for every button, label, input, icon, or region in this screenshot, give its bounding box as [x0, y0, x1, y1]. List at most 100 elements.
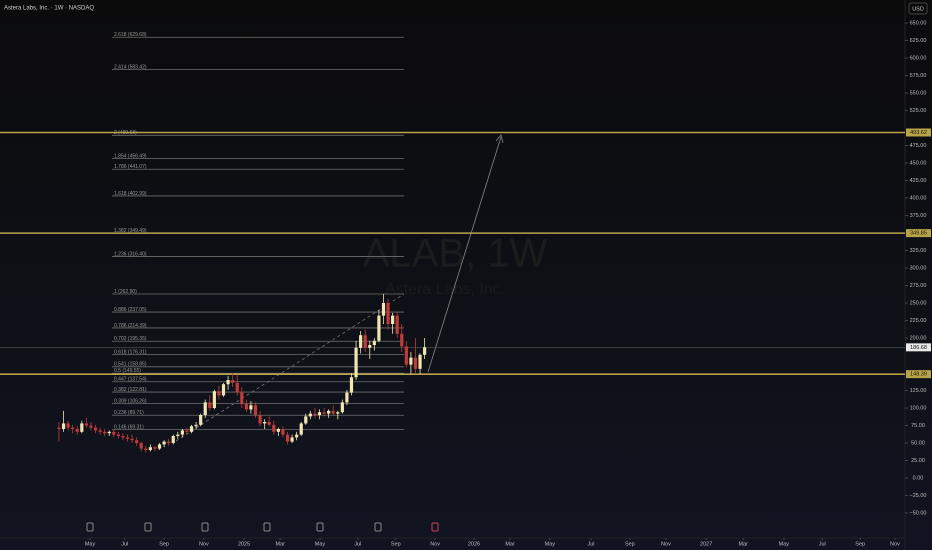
x-tick-label: Sep	[391, 541, 401, 547]
candle-body	[317, 412, 322, 416]
candle-body	[66, 423, 70, 428]
fib-label: 0.146 (69.31)	[114, 424, 144, 430]
y-tick-label: 25.00	[911, 458, 925, 464]
watermark-subtitle: Astera Labs, Inc.	[385, 281, 505, 298]
candle-body	[167, 441, 171, 444]
x-tick-label: Nov	[890, 541, 900, 547]
price-tag-label: 148.39	[910, 372, 927, 378]
y-tick-label: 550.00	[910, 90, 927, 96]
candle-body	[121, 436, 125, 438]
last-price-label: 186.68	[910, 345, 927, 351]
candle-body	[212, 391, 216, 409]
y-tick-label: 75.00	[911, 423, 925, 429]
candle-body	[276, 429, 280, 432]
candle-body	[391, 315, 395, 325]
candle-body	[144, 448, 148, 451]
candle-body	[285, 434, 290, 442]
candle-body	[313, 413, 317, 416]
candle-body	[61, 423, 66, 430]
projection-arrow	[427, 136, 502, 373]
candle-body	[340, 402, 344, 413]
last-price-tag	[906, 343, 931, 352]
x-tick-label: Mar	[505, 541, 515, 547]
fib-label: 0.541 (158.85)	[114, 362, 147, 368]
x-tick-label: Mar	[275, 541, 285, 547]
candle-body	[57, 427, 61, 430]
candle-body	[171, 436, 175, 444]
candle-body	[217, 391, 221, 396]
event-marker	[86, 522, 94, 532]
fib-label: 1.236 (316.40)	[114, 251, 147, 257]
candle-body	[263, 422, 267, 424]
candle-body	[244, 403, 248, 410]
candle-body	[281, 429, 285, 435]
fib-label: 2.618 (629.68)	[114, 32, 147, 38]
candle-body	[112, 431, 116, 435]
x-tick-label: Sep	[625, 541, 635, 547]
y-tick-label: 100.00	[910, 405, 927, 411]
y-tick-label: 600.00	[910, 55, 927, 61]
candle-body	[413, 357, 418, 369]
candle-body	[194, 424, 198, 427]
candle-body	[290, 437, 294, 442]
x-tick-label: 2025	[238, 541, 250, 547]
candle-body	[157, 444, 162, 449]
candle-body	[253, 405, 258, 416]
candle-body	[240, 392, 244, 404]
x-tick-label: Sep	[855, 541, 865, 547]
candle-body	[71, 427, 75, 430]
currency: USD	[912, 6, 924, 12]
fib-label: 1.618 (402.99)	[114, 191, 147, 197]
candle-body	[226, 380, 230, 385]
candle-body	[308, 413, 312, 417]
y-tick-label: 300.00	[910, 265, 927, 271]
candle-body	[381, 303, 386, 316]
y-tick-label: 125.00	[910, 388, 927, 394]
candle-body	[176, 434, 180, 437]
event-marker	[316, 522, 324, 532]
x-tick-label: 2026	[468, 541, 480, 547]
candle-body	[130, 438, 134, 441]
x-tick-label: May	[315, 541, 326, 547]
y-tick-label: 425.00	[910, 178, 927, 184]
fib-label: 1.382 (349.49)	[114, 228, 147, 234]
x-tick-label: May	[779, 541, 790, 547]
event-marker	[431, 522, 439, 532]
fib-label: 0.382 (122.81)	[114, 387, 147, 393]
candle-body	[75, 429, 79, 432]
x-tick-label: May	[85, 541, 96, 547]
y-tick-label: 450.00	[910, 160, 927, 166]
x-tick-label: Nov	[661, 541, 671, 547]
fib-label: 1.854 (456.49)	[114, 153, 147, 159]
fib-label: 0.309 (106.26)	[114, 398, 147, 404]
candle-body	[327, 410, 331, 414]
candle-body	[93, 427, 98, 431]
y-tick-label: 375.00	[910, 213, 927, 219]
fib-label: 0.236 (89.71)	[114, 410, 144, 416]
candle-body	[304, 416, 308, 424]
candle-body	[84, 423, 88, 426]
candle-body	[386, 303, 390, 325]
price-tag	[906, 229, 931, 238]
x-tick-label: Jul	[819, 541, 826, 547]
candle-body	[231, 380, 235, 383]
event-marker	[263, 522, 271, 532]
candle-body	[423, 347, 427, 355]
candle-body	[199, 415, 203, 425]
watermark: ALAB, 1W	[363, 232, 548, 276]
y-tick-label: 200.00	[910, 335, 927, 341]
candle-body	[336, 412, 340, 414]
candle-body	[272, 424, 276, 432]
candle-body	[349, 377, 354, 393]
candle-body	[299, 423, 303, 435]
candle-body	[400, 333, 404, 347]
arrow-head	[495, 134, 504, 144]
y-tick-label: 400.00	[910, 195, 927, 201]
price-tag-label: 493.62	[910, 130, 927, 136]
candle-body	[189, 426, 194, 432]
candle-body	[322, 412, 326, 414]
candle-body	[185, 430, 189, 432]
y-tick-label: 475.00	[910, 143, 927, 149]
